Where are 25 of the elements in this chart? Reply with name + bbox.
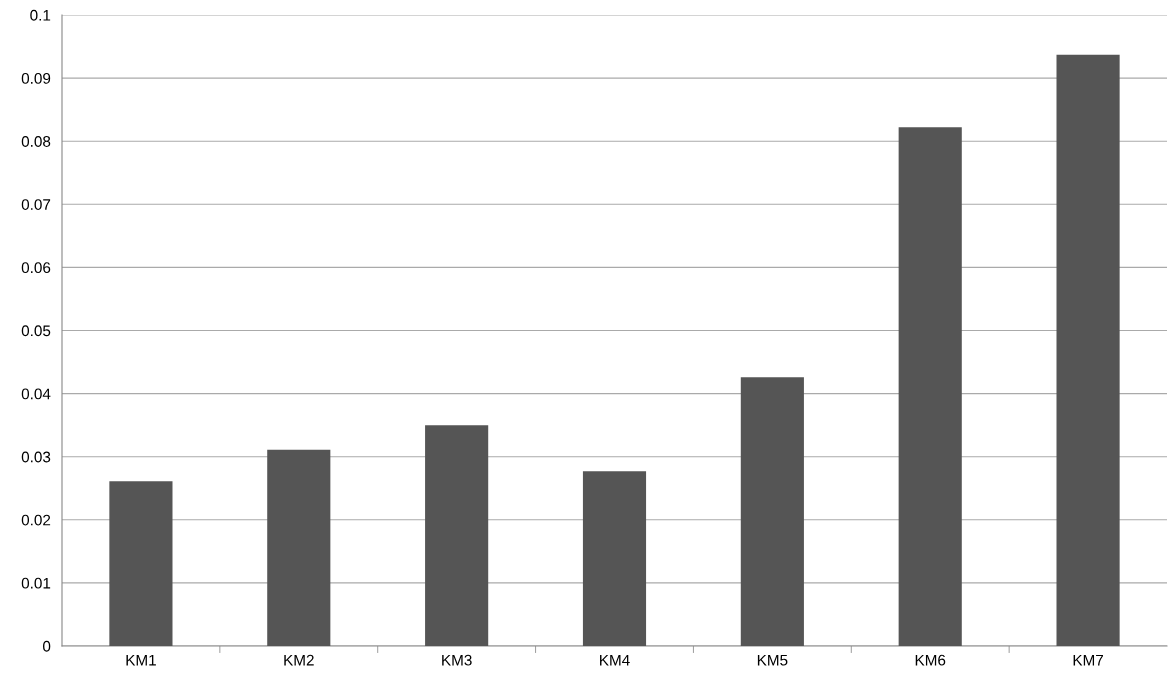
y-tick-label: 0.07 (21, 199, 51, 210)
bar (1056, 54, 1120, 646)
y-tick-label: 0.02 (21, 514, 51, 526)
bar (582, 471, 647, 646)
y-tick-label: 0.06 (21, 262, 51, 274)
x-tick-label: KM2 (284, 654, 314, 666)
x-tick-label: KM6 (915, 654, 946, 666)
x-tick-label: KM1 (126, 654, 156, 666)
y-tick-label: 0.09 (21, 72, 51, 84)
bar (740, 377, 804, 646)
y-tick-label: 0.01 (21, 577, 51, 589)
y-tick-label: 0.04 (21, 388, 51, 400)
x-tick-label: KM5 (757, 654, 788, 666)
y-tick-label: 0.03 (21, 451, 51, 463)
y-tick-label: 0.1 (30, 9, 51, 21)
x-tick-label: KM4 (600, 654, 630, 666)
y-tick-label: 0 (42, 640, 51, 652)
bar (425, 425, 489, 646)
x-tick-label: KM3 (442, 654, 472, 666)
y-tick-label: 0.05 (21, 325, 51, 337)
y-tick-label: 0.08 (21, 136, 51, 147)
bar (267, 449, 331, 646)
x-tick-label: KM7 (1073, 654, 1104, 666)
bar (109, 481, 173, 646)
bar (898, 127, 962, 646)
